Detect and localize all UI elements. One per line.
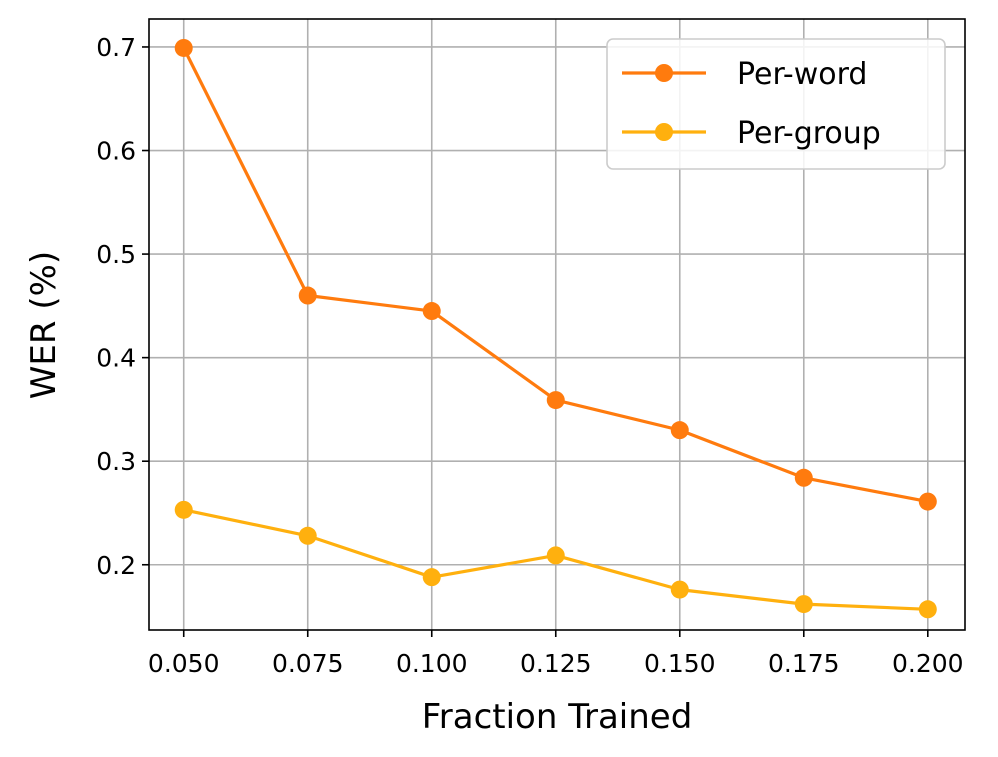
data-point-per-group (546, 546, 565, 565)
data-point-per-group (422, 568, 441, 587)
data-point-per-word (546, 391, 565, 410)
legend-label-per-word: Per-word (737, 57, 867, 92)
data-point-per-group (174, 500, 193, 519)
data-point-per-word (174, 38, 193, 57)
legend-marker-per-group (655, 123, 673, 141)
x-tick-label: 0.125 (520, 649, 592, 678)
data-point-per-group (298, 526, 317, 545)
x-tick-label: 0.100 (396, 649, 468, 678)
x-tick-label: 0.075 (272, 649, 344, 678)
y-tick-label: 0.5 (96, 240, 136, 269)
data-point-per-group (794, 595, 813, 614)
series-layer (174, 38, 937, 619)
data-point-per-word (918, 492, 937, 511)
x-tick-label: 0.150 (644, 649, 716, 678)
legend-marker-per-word (655, 64, 673, 82)
y-tick-label: 0.2 (96, 551, 136, 580)
legend-label-per-group: Per-group (737, 116, 881, 151)
data-point-per-word (422, 302, 441, 321)
data-point-per-word (298, 286, 317, 305)
y-tick-label: 0.7 (96, 33, 136, 62)
data-point-per-group (670, 580, 689, 599)
y-tick-label: 0.4 (96, 344, 136, 373)
legend: Per-word Per-group (606, 38, 946, 170)
x-tick-label: 0.175 (768, 649, 840, 678)
y-tick-label: 0.3 (96, 447, 136, 476)
data-point-per-word (670, 421, 689, 440)
x-tick-label: 0.050 (148, 649, 220, 678)
plot-frame (148, 18, 966, 631)
x-tick-label: 0.200 (892, 649, 964, 678)
y-tick-label: 0.6 (96, 137, 136, 166)
y-axis-label: WER (%) (24, 251, 64, 399)
data-point-per-group (918, 600, 937, 619)
ticks-layer: 0.050 0.075 0.100 0.125 0.150 0.175 0.200 0.2 0.… (96, 33, 963, 678)
x-axis-label: Fraction Trained (422, 697, 693, 737)
data-point-per-word (794, 468, 813, 487)
